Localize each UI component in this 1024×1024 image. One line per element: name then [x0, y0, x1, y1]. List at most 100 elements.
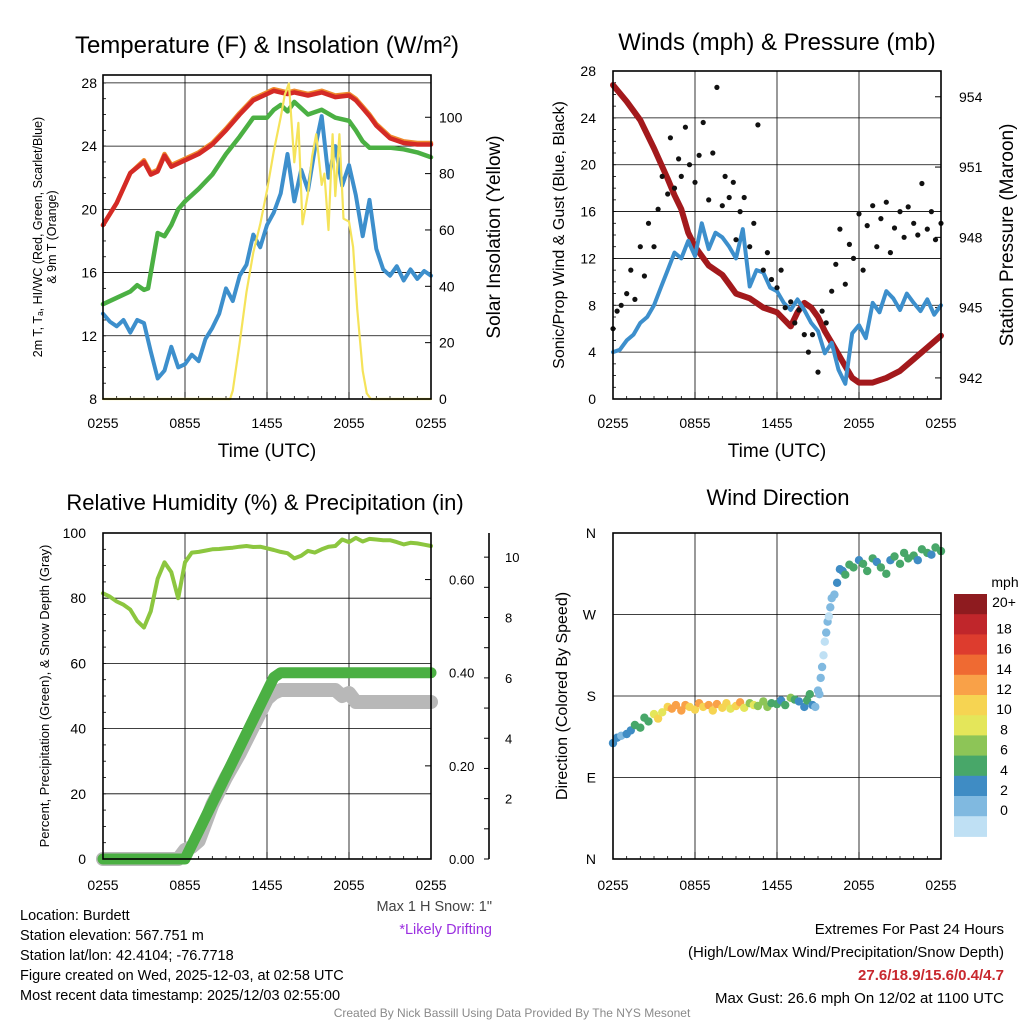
gust-point: [682, 124, 689, 130]
legend-title: mph: [991, 574, 1018, 590]
direction-point: [876, 563, 886, 572]
legend-swatch: [954, 654, 987, 676]
direction-point: [820, 637, 829, 646]
wind-y2-tick-label: 951: [959, 159, 983, 175]
legend-swatch: [954, 674, 987, 696]
gust-point: [676, 156, 682, 162]
rh-x-tick-label: 2055: [333, 877, 364, 893]
max-snow-text: Max 1 H Snow: 1": [376, 899, 492, 915]
likely-drifting-text: *Likely Drifting: [399, 922, 492, 938]
gust-point: [860, 267, 866, 273]
temp-y-tick-label: 8: [89, 391, 97, 407]
temp-x-tick-label: 0855: [169, 415, 200, 431]
gust-point: [618, 302, 624, 308]
direction-point: [653, 714, 663, 723]
series-solar-insolation: [101, 82, 433, 401]
gust-point: [778, 267, 784, 273]
legend-swatch: [954, 594, 987, 615]
gust-point: [887, 250, 894, 256]
extremes-values: 27.6/18.9/15.6/0.4/4.7: [858, 967, 1004, 984]
max-gust-text: Max Gust: 26.6 mph On 12/02 at 1100 UTC: [714, 990, 1004, 1007]
gust-point: [837, 226, 843, 232]
snow-tick-label: 6: [505, 671, 512, 686]
gust-point: [726, 194, 732, 201]
precip-tick-label: 0.00: [449, 852, 474, 867]
recent-data-text: Most recent data timestamp: 2025/12/03 0…: [20, 988, 341, 1004]
gust-point: [932, 237, 939, 243]
legend-label: 0: [1000, 802, 1008, 818]
temp-y2-tick-label: 60: [439, 222, 455, 238]
legend-swatch: [954, 735, 987, 757]
direction-point: [882, 569, 891, 578]
wind-x-tick-label: 0855: [679, 415, 710, 431]
gust-point: [924, 226, 930, 232]
gust-point: [751, 220, 757, 226]
series-td: [100, 99, 434, 307]
gust-point: [829, 288, 835, 294]
direction-point: [800, 702, 809, 712]
gust-point: [710, 150, 716, 156]
wind-y-tick-label: 0: [588, 391, 596, 407]
wind-y2-tick-label: 945: [959, 300, 983, 316]
direction-point: [841, 570, 850, 579]
temp-y2-tick-label: 80: [439, 166, 455, 182]
dir-y-tick-label: E: [587, 770, 596, 786]
gust-point: [722, 173, 728, 179]
direction-point: [927, 550, 936, 559]
dir-x-tick-label: 0855: [679, 877, 710, 893]
wind-y-tick-label: 16: [580, 204, 596, 220]
temperature-panel: 8 12 16 20 24 28 0 20 40 60 80 100 0255 0855 1455 2055 0…: [31, 32, 505, 462]
gust-point: [846, 241, 853, 247]
snow-note: Max 1 H Snow: 1" *Likely Drifting: [300, 897, 492, 940]
gust-point: [755, 122, 761, 128]
direction-point: [890, 552, 899, 561]
gust-point: [706, 197, 712, 203]
dir-x-tick-label: 1455: [761, 877, 792, 893]
gust-point: [897, 209, 903, 215]
wind-y-tick-label: 4: [588, 344, 596, 360]
gust-point: [628, 267, 634, 273]
latlon-text: Station lat/lon: 42.4104; -76.7718: [20, 948, 234, 964]
series-relative-humidity: [101, 535, 433, 630]
snow-tick-label: 2: [505, 792, 512, 807]
series-sonic-prop-wind: [611, 221, 943, 386]
gust-point: [659, 173, 665, 179]
rh-y-tick-label: 20: [70, 786, 86, 802]
legend-label: 20+: [992, 594, 1016, 610]
gust-point: [788, 299, 794, 305]
legend-label: 18: [996, 620, 1012, 636]
location-text: Location: Burdett: [20, 908, 130, 924]
direction-point: [811, 702, 820, 712]
gust-point: [911, 220, 917, 226]
gust-point: [692, 179, 698, 185]
legend-label: 10: [996, 701, 1012, 717]
direction-point: [895, 559, 905, 568]
temp-y-tick-label: 12: [81, 328, 97, 344]
rh-x-tick-label: 0255: [87, 877, 118, 893]
gust-point: [632, 296, 638, 302]
temp-x-tick-label: 0255: [415, 415, 446, 431]
legend-swatch: [954, 796, 987, 817]
gust-point: [915, 232, 921, 238]
gust-point: [700, 119, 706, 126]
gust-point: [905, 204, 911, 210]
temp-frame: [102, 74, 432, 400]
gust-point: [655, 206, 661, 212]
direction-point: [690, 705, 700, 714]
rh-y-tick-label: 0: [78, 851, 86, 867]
legend-swatch: [954, 755, 987, 777]
direction-point: [794, 697, 804, 706]
wind-y-tick-label: 28: [580, 63, 596, 79]
snow-tick-label: 4: [505, 731, 512, 746]
gust-point: [819, 308, 825, 314]
legend-label: 12: [996, 681, 1012, 697]
legend-swatch: [954, 816, 987, 837]
legend-label: 6: [1000, 742, 1008, 758]
direction-point: [822, 628, 831, 637]
temp-x-tick-label: 0255: [87, 415, 118, 431]
gust-point: [823, 320, 829, 326]
wind-y-tick-label: 24: [580, 110, 596, 126]
temp-x-axis-label: Time (UTC): [218, 441, 317, 462]
legend-swatch: [954, 715, 987, 736]
